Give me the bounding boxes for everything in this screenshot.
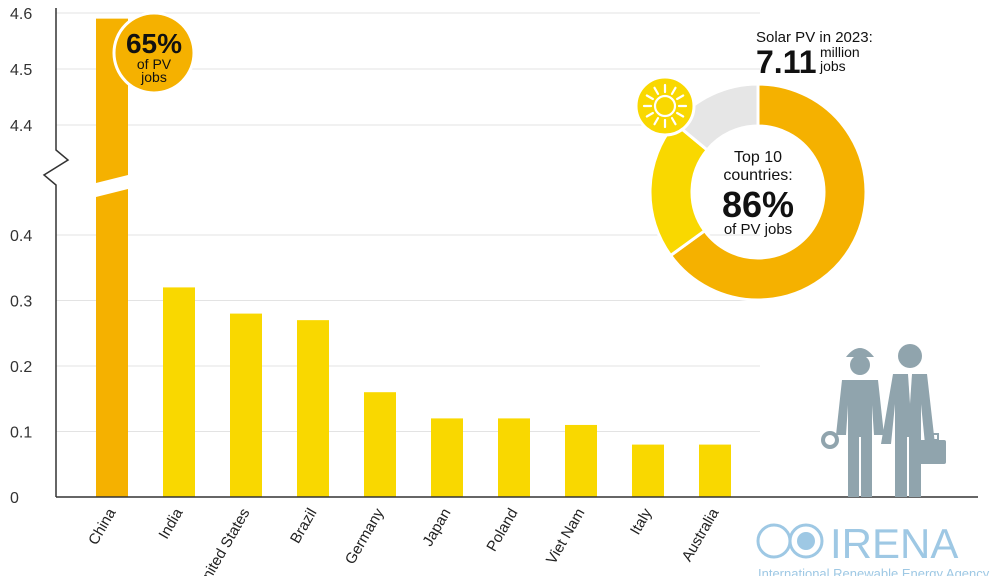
y-tick-label: 0.4 xyxy=(10,228,32,245)
x-label-india: India xyxy=(155,505,186,542)
bar-china-lower xyxy=(96,189,128,497)
irena-logo: IRENA International Renewable Energy Age… xyxy=(756,520,990,576)
bar-japan xyxy=(431,418,463,497)
china-share-value: 65% xyxy=(126,28,182,59)
sun-ray xyxy=(645,94,654,101)
x-label-japan: Japan xyxy=(419,506,454,550)
headline-unit2: jobs xyxy=(819,58,846,74)
bar-australia xyxy=(699,444,731,497)
bar-united-states xyxy=(230,313,262,497)
bar-italy xyxy=(632,444,664,497)
y-axis-line xyxy=(42,8,70,497)
bar-germany xyxy=(364,392,396,497)
donut-segment-1 xyxy=(668,82,868,302)
y-tick-label: 4.4 xyxy=(10,118,32,135)
irena-wordmark: IRENA xyxy=(830,520,958,567)
donut-center-line1: Top 10 xyxy=(734,149,782,166)
bar-india xyxy=(163,287,195,497)
headline-value: 7.11 xyxy=(756,44,817,80)
bar-poland xyxy=(498,418,530,497)
sun-ray xyxy=(653,86,660,95)
x-label-australia: Australia xyxy=(679,505,723,565)
china-callout-circle xyxy=(112,11,196,95)
sun-ray xyxy=(670,117,677,126)
china-share-line2: jobs xyxy=(140,69,167,85)
donut-center-line2: countries: xyxy=(723,167,792,184)
donut-segment-3 xyxy=(672,82,760,153)
y-tick-label: 0.1 xyxy=(10,425,32,442)
x-label-united-states: United States xyxy=(194,506,254,576)
sun-ray xyxy=(676,111,685,118)
x-label-viet-nam: Viet Nam xyxy=(543,506,588,568)
x-label-poland: Poland xyxy=(483,506,521,555)
bar-viet-nam xyxy=(565,424,597,497)
x-axis-labels: China India United States Brazil Germany Japa… xyxy=(85,505,723,576)
irena-tagline: International Renewable Energy Agency xyxy=(758,566,990,576)
china-share-line1: of PV xyxy=(137,56,172,72)
headline: Solar PV in 2023: 7.11 million jobs xyxy=(756,29,873,80)
x-label-brazil: Brazil xyxy=(287,506,320,547)
sun-ray xyxy=(645,111,654,118)
x-label-germany: Germany xyxy=(342,505,388,567)
donut-center-value: 86% xyxy=(722,184,794,225)
y-tick-label: 4.5 xyxy=(10,62,32,79)
headline-unit1: million xyxy=(820,44,860,60)
china-share-callout: 65% of PV jobs xyxy=(112,11,196,95)
y-tick-label: 0 xyxy=(10,490,19,507)
headline-label: Solar PV in 2023: xyxy=(756,29,873,46)
x-label-china: China xyxy=(85,505,120,548)
sun-ray xyxy=(670,86,677,95)
y-axis-ticks: 0 0.1 0.2 0.3 0.4 4.4 4.5 4.6 xyxy=(10,6,32,507)
workers-icon xyxy=(821,344,946,497)
y-tick-label: 4.6 xyxy=(10,6,32,23)
donut-center-line3: of PV jobs xyxy=(724,221,792,238)
y-tick-label: 0.2 xyxy=(10,359,32,376)
sun-icon xyxy=(634,75,696,137)
sun-ray xyxy=(676,94,685,101)
sun-ray xyxy=(653,117,660,126)
bar-brazil xyxy=(297,320,329,497)
bars xyxy=(96,18,731,497)
x-label-italy: Italy xyxy=(627,505,656,538)
donut-center-text: Top 10 countries: 86% of PV jobs xyxy=(722,149,794,238)
y-tick-label: 0.3 xyxy=(10,294,32,311)
